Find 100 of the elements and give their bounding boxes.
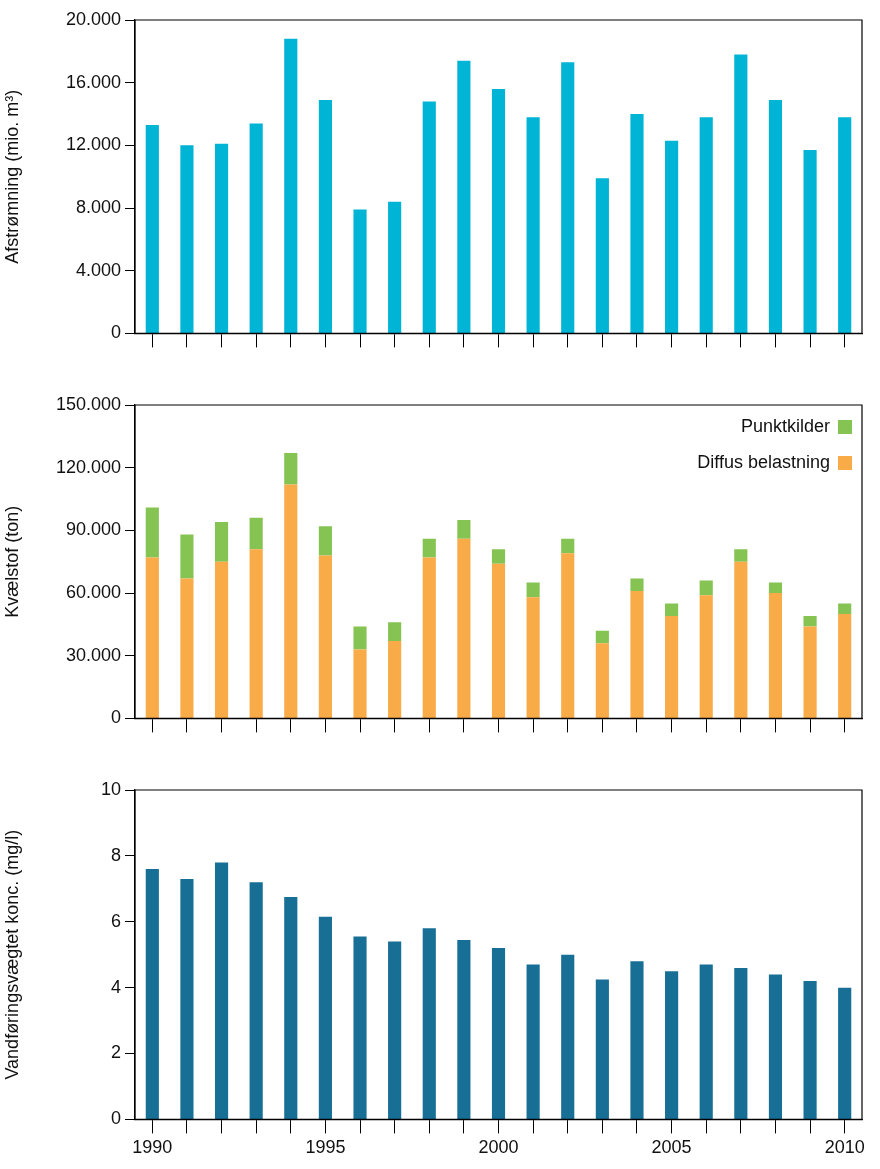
y-axis-title: Vandføringsvægtet konc. (mg/l) xyxy=(1,829,22,1080)
bar xyxy=(491,948,506,1119)
bar xyxy=(214,522,229,562)
bar xyxy=(318,99,332,333)
bar xyxy=(595,979,609,1119)
legend-label: Punktkilder xyxy=(740,415,830,436)
x-tick-label: 2000 xyxy=(478,1137,519,1158)
bar xyxy=(630,578,644,591)
bar xyxy=(768,593,783,718)
y-tick-label: 120.000 xyxy=(55,456,121,477)
y-tick-label: 4 xyxy=(110,976,121,997)
bar xyxy=(353,649,367,718)
bar xyxy=(699,595,713,718)
bar xyxy=(145,557,159,718)
bar xyxy=(630,114,644,333)
bar xyxy=(665,616,679,718)
legend-label: Diffus belastning xyxy=(697,451,830,472)
y-tick-label: 0 xyxy=(110,707,121,728)
bar xyxy=(526,964,540,1119)
bar xyxy=(284,38,298,333)
bar xyxy=(491,549,506,564)
x-tick-label: 2010 xyxy=(824,1137,865,1158)
bar xyxy=(595,178,609,333)
bar xyxy=(768,99,783,333)
bar xyxy=(526,582,540,598)
bar xyxy=(838,117,852,333)
bar xyxy=(388,641,402,718)
y-tick-label: 10 xyxy=(100,778,121,799)
x-tick-label: 2005 xyxy=(651,1137,692,1158)
bar xyxy=(214,143,229,333)
bar xyxy=(526,597,540,718)
bar xyxy=(838,603,852,614)
bar xyxy=(630,590,644,718)
y-tick-label: 4.000 xyxy=(75,259,121,280)
bar xyxy=(803,150,817,333)
bar xyxy=(249,549,263,718)
bar xyxy=(768,974,783,1119)
bar xyxy=(284,453,298,485)
y-tick-label: 60.000 xyxy=(65,582,121,603)
bar xyxy=(457,939,471,1119)
bar xyxy=(561,553,575,718)
y-tick-label: 6 xyxy=(110,910,121,931)
y-tick-label: 12.000 xyxy=(65,134,121,155)
y-tick-label: 20.000 xyxy=(65,8,121,29)
bar xyxy=(768,582,783,594)
bar xyxy=(145,869,159,1119)
bar xyxy=(318,916,332,1119)
bar xyxy=(249,882,263,1119)
bar xyxy=(699,117,713,333)
bar xyxy=(249,123,263,333)
bar xyxy=(734,549,748,562)
bar xyxy=(353,626,367,650)
bar xyxy=(249,517,263,550)
bar xyxy=(318,526,332,556)
x-tick-label: 1990 xyxy=(132,1137,173,1158)
x-tick-label: 1995 xyxy=(305,1137,346,1158)
bar xyxy=(353,209,367,333)
bar xyxy=(734,967,748,1119)
bar xyxy=(838,613,852,718)
bar xyxy=(318,555,332,718)
bar xyxy=(595,643,609,718)
bar xyxy=(803,616,817,627)
y-tick-label: 8.000 xyxy=(75,197,121,218)
bar xyxy=(284,484,298,718)
bar xyxy=(180,534,194,579)
bar xyxy=(388,622,402,642)
bar xyxy=(422,101,436,333)
bar xyxy=(699,580,713,596)
bar xyxy=(214,561,229,718)
bar xyxy=(284,897,298,1119)
bar xyxy=(665,971,679,1119)
bar xyxy=(422,538,436,558)
bar xyxy=(803,626,817,718)
bar xyxy=(214,862,229,1119)
bar xyxy=(838,987,852,1119)
bar xyxy=(457,538,471,718)
bar xyxy=(388,941,402,1119)
bar xyxy=(180,878,194,1119)
bar xyxy=(561,954,575,1119)
bar xyxy=(145,507,159,558)
y-tick-label: 90.000 xyxy=(65,519,121,540)
y-tick-label: 8 xyxy=(110,844,121,865)
bar xyxy=(180,578,194,718)
y-tick-label: 0 xyxy=(110,322,121,343)
bar xyxy=(526,117,540,333)
bar xyxy=(180,145,194,333)
bar xyxy=(353,936,367,1119)
bar xyxy=(734,54,748,333)
bar xyxy=(491,88,506,333)
bar xyxy=(595,630,609,644)
y-axis-title: Kvælstof (ton) xyxy=(1,505,22,618)
y-tick-label: 16.000 xyxy=(65,71,121,92)
bar xyxy=(457,60,471,333)
bar xyxy=(665,603,679,617)
bar xyxy=(388,201,402,333)
bar xyxy=(457,519,471,539)
bar xyxy=(665,140,679,333)
bar xyxy=(630,961,644,1119)
bar xyxy=(561,538,575,554)
bar xyxy=(699,964,713,1119)
